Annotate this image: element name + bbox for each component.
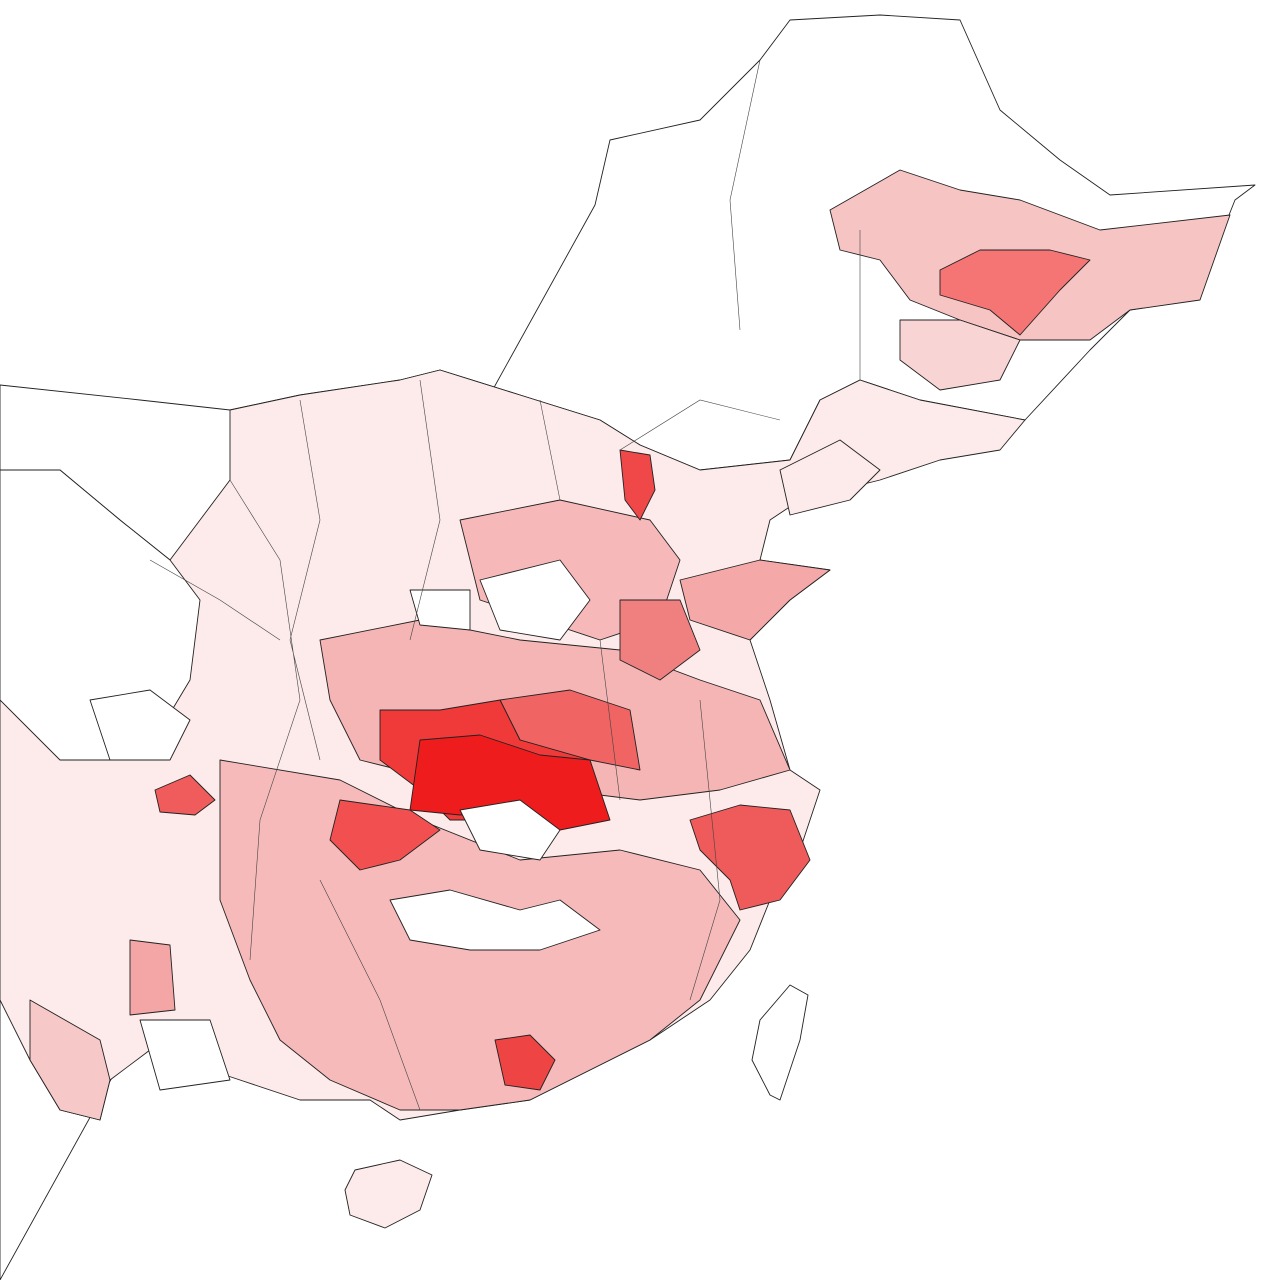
region-red bbox=[939, 249, 1091, 336]
liaodong bbox=[779, 439, 881, 516]
region-red bbox=[154, 774, 216, 816]
region-red bbox=[494, 1034, 556, 1091]
region-white bbox=[139, 1019, 231, 1091]
region-pink bbox=[129, 939, 176, 1016]
region-pink bbox=[679, 559, 831, 641]
region-white bbox=[459, 799, 561, 861]
region-pink bbox=[899, 319, 1021, 391]
region-white bbox=[479, 559, 591, 641]
hainan bbox=[344, 1159, 433, 1229]
region-white bbox=[389, 889, 601, 951]
region-pink bbox=[29, 999, 111, 1121]
boundary bbox=[149, 59, 861, 1111]
western-region bbox=[0, 469, 201, 761]
region-red bbox=[619, 449, 656, 521]
region-red bbox=[689, 804, 811, 911]
taiwan bbox=[751, 984, 809, 1101]
region-red bbox=[619, 599, 701, 681]
central-white-region bbox=[89, 689, 191, 761]
region-deep-red bbox=[409, 734, 611, 831]
region-red bbox=[329, 799, 441, 871]
